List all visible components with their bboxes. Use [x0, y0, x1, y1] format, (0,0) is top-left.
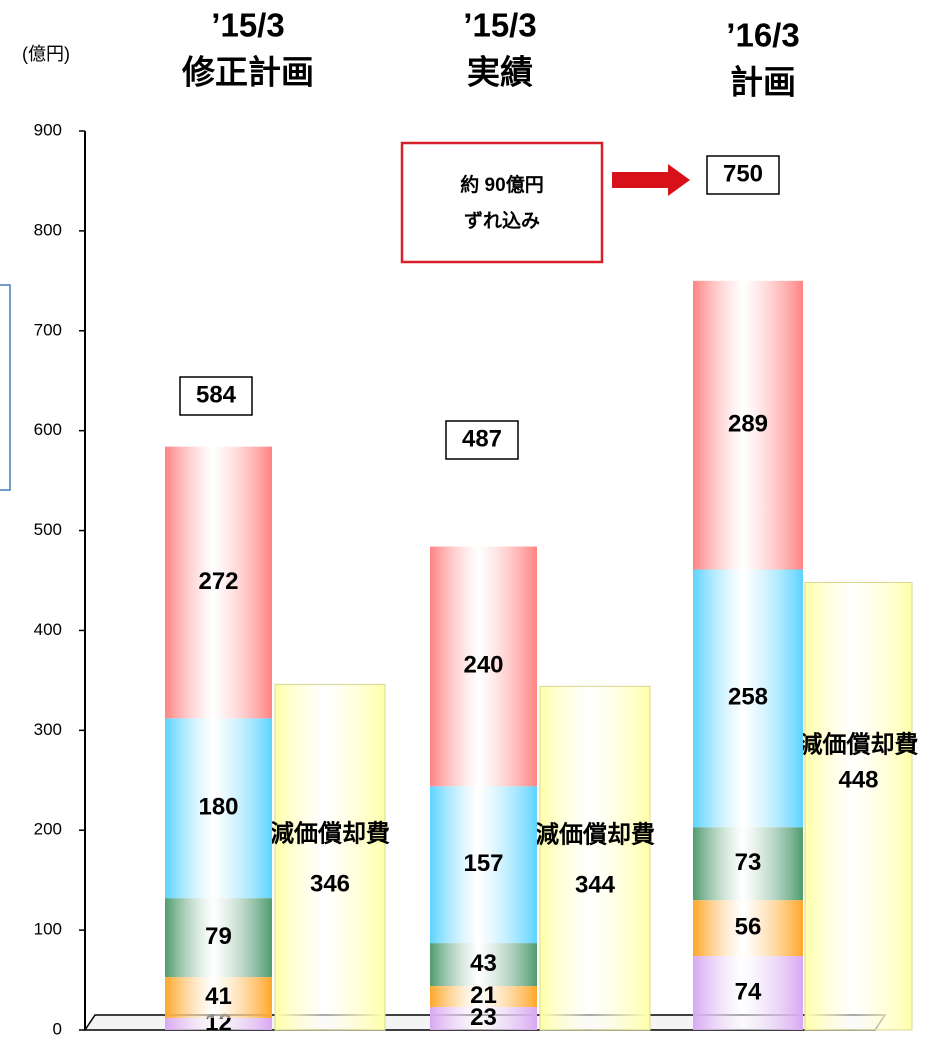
- segment-label: 41: [205, 983, 232, 1010]
- y-tick-label: 800: [34, 220, 62, 239]
- bar-segment: [165, 446, 272, 719]
- annotation-box: [400, 141, 604, 264]
- segment-label: 240: [463, 652, 503, 679]
- x-category-label: 修正計画: [181, 54, 314, 91]
- bar-segment: [693, 569, 803, 828]
- y-tick-label: 0: [53, 1019, 62, 1037]
- x-category-label: 計画: [730, 64, 796, 101]
- bar-segment: [693, 827, 803, 901]
- depreciation-name: 減価償却費: [270, 821, 390, 848]
- annotation-text: 約 90億円: [460, 173, 543, 196]
- segment-label: 73: [735, 849, 762, 876]
- depreciation-label: 448: [838, 767, 878, 794]
- segment-label: 180: [198, 794, 238, 821]
- total-box: [179, 376, 253, 416]
- y-tick-label: 300: [34, 720, 62, 739]
- partial-box: [0, 284, 11, 491]
- segment-label: 43: [470, 950, 497, 977]
- y-tick-label: 500: [34, 520, 62, 539]
- depreciation-label: 346: [310, 871, 350, 898]
- total-label: 750: [723, 160, 763, 187]
- y-unit: (億円): [22, 44, 70, 64]
- bar-segment: [693, 956, 803, 1030]
- bar-segment: [430, 1007, 537, 1030]
- bar-segment: [165, 977, 272, 1019]
- y-tick-label: 200: [34, 820, 62, 839]
- depreciation-name: 減価償却費: [535, 822, 655, 849]
- total-box: [445, 420, 519, 460]
- x-category-label: 実績: [467, 54, 533, 91]
- x-category-label: ’15/3: [211, 7, 284, 44]
- y-tick-label: 900: [34, 120, 62, 139]
- total-box: [706, 155, 780, 195]
- segment-label: 258: [728, 684, 768, 711]
- bar-segment: [430, 786, 537, 944]
- segment-label: 23: [470, 1004, 497, 1031]
- bar-segment: [430, 986, 537, 1008]
- bar-segment: [165, 718, 272, 899]
- annotation-text: ずれ込み: [464, 210, 540, 232]
- x-category-label: ’16/3: [726, 17, 799, 54]
- y-tick-label: 700: [34, 320, 62, 339]
- depreciation-bar: [274, 683, 386, 1031]
- segment-label: 56: [735, 913, 762, 940]
- depreciation-name: 減価償却費: [799, 732, 919, 759]
- segment-label: 74: [735, 978, 762, 1005]
- depreciation-bar: [539, 685, 651, 1031]
- y-tick-label: 100: [34, 920, 62, 939]
- segment-label: 79: [205, 923, 232, 950]
- depreciation-bar: [804, 581, 913, 1031]
- bar-segment: [165, 1018, 272, 1030]
- bar-segment: [430, 943, 537, 987]
- total-label: 584: [196, 381, 237, 408]
- total-label: 487: [462, 425, 502, 452]
- bar-segment: [165, 898, 272, 978]
- segment-label: 157: [463, 850, 503, 877]
- arrow: [612, 164, 690, 196]
- segment-label: 272: [198, 568, 238, 595]
- bar-segment: [430, 546, 537, 787]
- depreciation-label: 344: [575, 872, 616, 899]
- segment-label: 21: [470, 982, 497, 1009]
- segment-label: 289: [728, 411, 768, 438]
- x-category-label: ’15/3: [463, 7, 536, 44]
- y-tick-label: 600: [34, 420, 62, 439]
- y-tick-label: 400: [34, 620, 62, 639]
- bar-segment: [693, 280, 803, 570]
- bar-segment: [693, 900, 803, 957]
